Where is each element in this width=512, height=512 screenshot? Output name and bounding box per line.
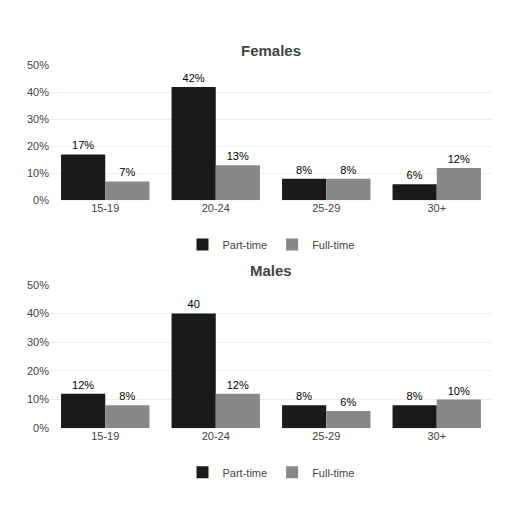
svg-text:17%: 17% <box>72 139 94 151</box>
svg-text:10%: 10% <box>448 385 470 397</box>
svg-text:20%: 20% <box>27 140 49 152</box>
svg-text:8%: 8% <box>296 390 312 402</box>
svg-text:Full-time: Full-time <box>312 239 354 251</box>
svg-text:40%: 40% <box>27 86 49 98</box>
svg-text:12%: 12% <box>448 153 470 165</box>
svg-text:20-24: 20-24 <box>202 430 230 442</box>
svg-text:30%: 30% <box>27 113 49 125</box>
svg-text:6%: 6% <box>407 169 423 181</box>
svg-text:Females: Females <box>241 42 301 59</box>
svg-text:8%: 8% <box>340 164 356 176</box>
svg-text:8%: 8% <box>407 390 423 402</box>
svg-text:13%: 13% <box>227 150 249 162</box>
svg-text:40%: 40% <box>27 307 49 319</box>
svg-text:25-29: 25-29 <box>312 202 340 214</box>
svg-text:42%: 42% <box>183 72 205 84</box>
svg-text:15-19: 15-19 <box>91 202 119 214</box>
svg-text:12%: 12% <box>227 379 249 391</box>
svg-text:0%: 0% <box>33 194 49 206</box>
svg-text:50%: 50% <box>27 59 49 71</box>
svg-text:Full-time: Full-time <box>312 467 354 479</box>
svg-text:Part-time: Part-time <box>223 467 268 479</box>
svg-text:Males: Males <box>250 262 292 279</box>
svg-text:30+: 30+ <box>427 202 446 214</box>
svg-text:10%: 10% <box>27 393 49 405</box>
svg-text:8%: 8% <box>296 164 312 176</box>
svg-text:40: 40 <box>188 298 200 310</box>
svg-text:15-19: 15-19 <box>91 430 119 442</box>
svg-text:0%: 0% <box>33 422 49 434</box>
svg-text:Part-time: Part-time <box>223 239 268 251</box>
svg-text:10%: 10% <box>27 167 49 179</box>
svg-text:12%: 12% <box>72 379 94 391</box>
svg-text:6%: 6% <box>340 396 356 408</box>
svg-text:20%: 20% <box>27 365 49 377</box>
svg-text:30+: 30+ <box>427 430 446 442</box>
svg-text:50%: 50% <box>27 279 49 291</box>
svg-text:7%: 7% <box>119 166 135 178</box>
svg-text:25-29: 25-29 <box>312 430 340 442</box>
svg-text:20-24: 20-24 <box>202 202 230 214</box>
svg-text:8%: 8% <box>119 390 135 402</box>
svg-text:30%: 30% <box>27 336 49 348</box>
